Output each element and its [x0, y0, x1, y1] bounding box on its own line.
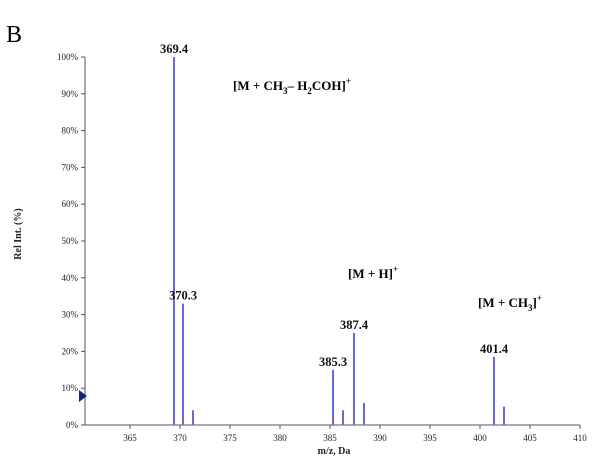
- x-tick-label: 370: [173, 433, 187, 443]
- x-axis-label: m/z, Da: [318, 446, 351, 457]
- y-tick-label: 100%: [57, 52, 79, 62]
- x-tick-label: 380: [273, 433, 287, 443]
- y-tick-label: 10%: [62, 383, 79, 393]
- annotation-text: +: [393, 264, 398, 274]
- y-tick-label: 70%: [62, 162, 79, 172]
- y-tick-label: 90%: [62, 89, 79, 99]
- y-tick-label: 30%: [62, 310, 79, 320]
- peak-labels: 369.4 370.3 385.3 387.4 401.4: [160, 42, 509, 369]
- y-axis-label: Rel Int. (%): [13, 208, 24, 259]
- annotation-text: ]: [533, 295, 537, 310]
- x-tick-label: 400: [473, 433, 487, 443]
- annotation-text: [M + CH: [233, 78, 283, 93]
- peak-label: 401.4: [480, 342, 509, 356]
- panel-label: B: [6, 22, 22, 48]
- x-tick-label: 410: [573, 433, 587, 443]
- annotation-text: +: [346, 76, 351, 86]
- annotation-text: 3: [283, 86, 288, 96]
- annotation-text: +: [537, 293, 542, 303]
- y-tick-label: 50%: [62, 236, 79, 246]
- peak-label: 370.3: [169, 289, 197, 303]
- ion-annotation: [M + H]+: [348, 264, 398, 281]
- y-tick-label: 80%: [62, 126, 79, 136]
- x-tick-label: 375: [223, 433, 237, 443]
- y-tick-label: 0%: [66, 420, 79, 430]
- peak-label: 387.4: [340, 318, 369, 332]
- x-tick-label: 395: [423, 433, 437, 443]
- axes: 0% 10% 20% 30% 40% 50% 60% 70% 80% 90% 100% 365 370 3…: [57, 52, 587, 443]
- y-tick-label: 60%: [62, 199, 79, 209]
- annotation-text: 2: [307, 86, 312, 96]
- ion-annotation: [M + CH3]+: [478, 293, 542, 313]
- annotation-text: [M + H]: [348, 266, 393, 281]
- annotation-text: – H: [287, 78, 308, 93]
- peak-bars: [173, 57, 505, 425]
- axis-marker-icon: [79, 390, 87, 402]
- peak-label: 369.4: [160, 42, 189, 56]
- annotation-text: [M + CH: [478, 295, 528, 310]
- ion-annotations: [M + CH3– H2COH]+[M + H]+[M + CH3]+: [233, 76, 542, 313]
- annotation-text: COH]: [312, 78, 346, 93]
- annotation-text: 3: [528, 303, 533, 313]
- y-tick-label: 40%: [62, 273, 79, 283]
- peak-label: 385.3: [319, 355, 347, 369]
- x-tick-label: 365: [123, 433, 137, 443]
- y-tick-label: 20%: [62, 346, 79, 356]
- x-tick-label: 390: [373, 433, 387, 443]
- x-tick-label: 385: [323, 433, 337, 443]
- x-tick-label: 405: [523, 433, 537, 443]
- ion-annotation: [M + CH3– H2COH]+: [233, 76, 351, 96]
